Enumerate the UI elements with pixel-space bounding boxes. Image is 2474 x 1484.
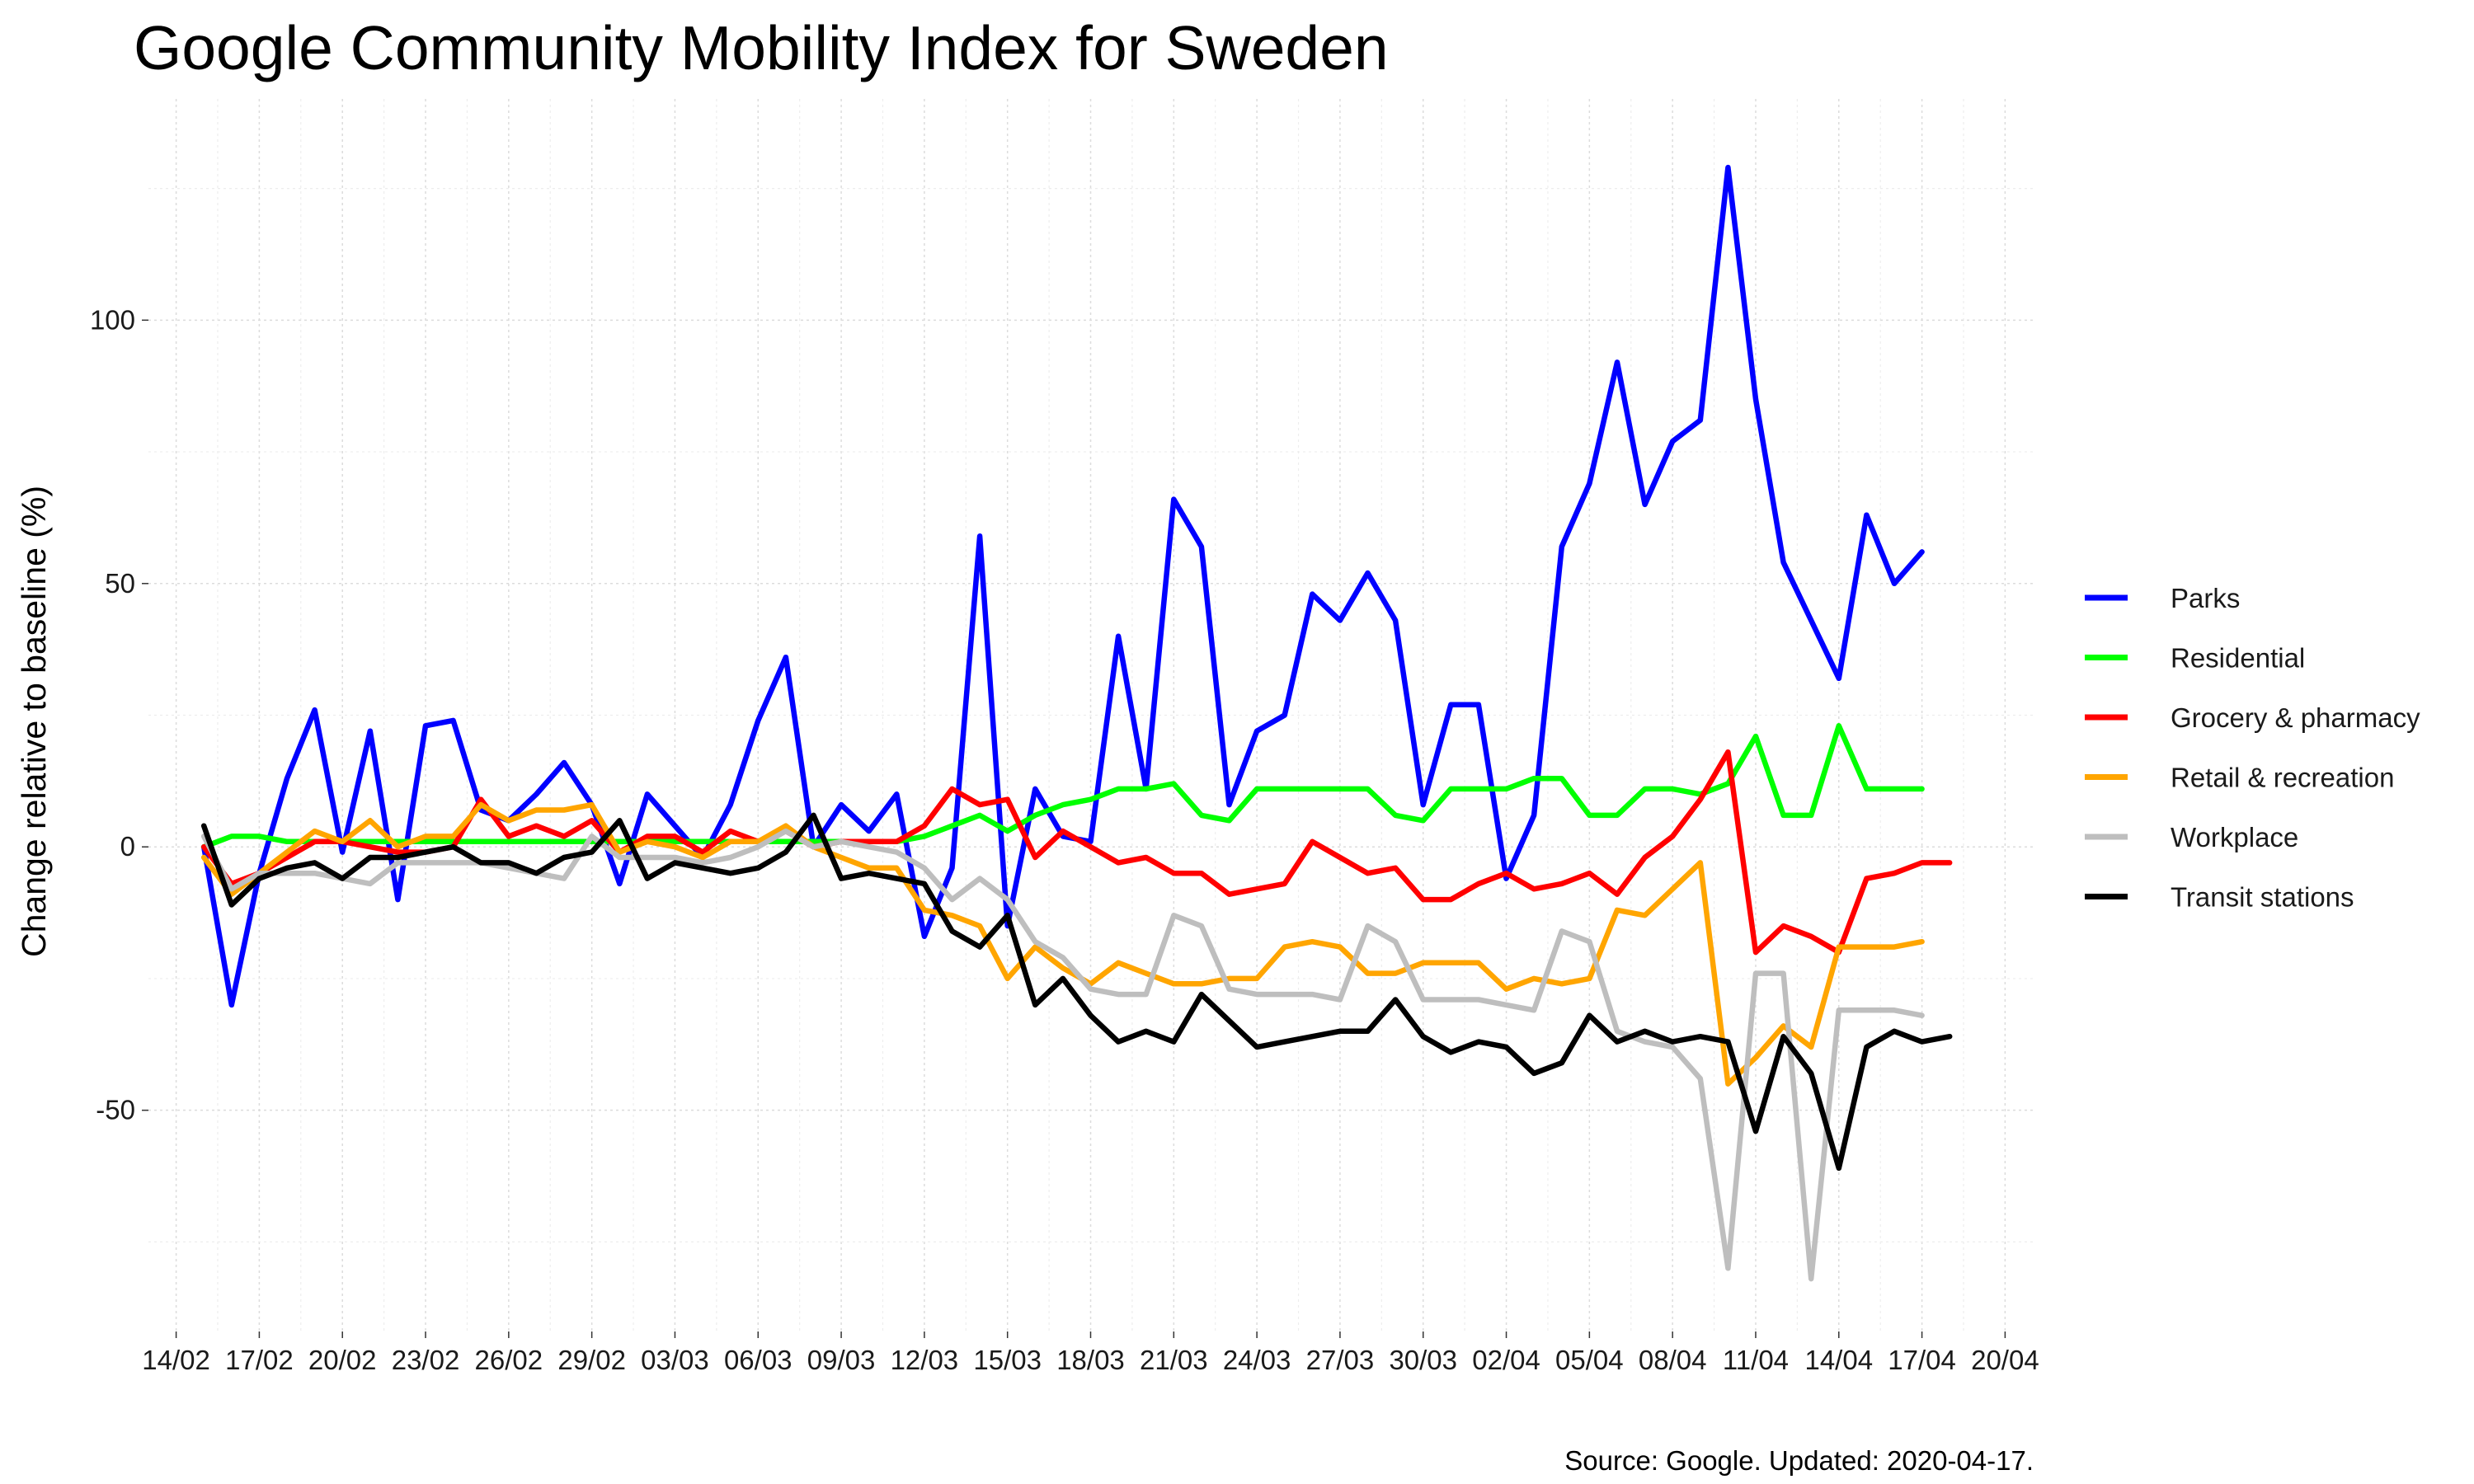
x-tick-label: 30/03 (1389, 1345, 1457, 1375)
x-tick-label: 27/03 (1306, 1345, 1375, 1375)
x-tick-label: 23/02 (392, 1345, 460, 1375)
x-tick-label: 15/03 (973, 1345, 1042, 1375)
series-line-transit-stations (200, 812, 1953, 1172)
legend-item: Transit stations (2085, 882, 2354, 913)
x-tick-label: 05/04 (1555, 1345, 1624, 1375)
legend-item: Residential (2085, 643, 2305, 674)
x-tick-label: 17/04 (1888, 1345, 1956, 1375)
legend-item: Retail & recreation (2085, 763, 2394, 793)
legend-label: Grocery & pharmacy (2171, 702, 2420, 733)
y-tick-label: 100 (90, 304, 135, 335)
legend: Parks Residential Grocery & pharmacy Retail… (2085, 583, 2420, 913)
x-tick-label: 21/03 (1140, 1345, 1208, 1375)
series-line-parks (200, 164, 1925, 1008)
axes: 100 50 0 -50 14/02 17/02 20/02 23/02 26/02 29/02 0… (90, 304, 2039, 1375)
x-tick-label: 09/03 (807, 1345, 876, 1375)
x-tick-label: 17/02 (225, 1345, 294, 1375)
legend-label: Transit stations (2171, 882, 2354, 913)
legend-label: Retail & recreation (2171, 763, 2394, 793)
chart-title: Google Community Mobility Index for Swed… (134, 13, 1389, 82)
x-tick-label: 06/03 (724, 1345, 793, 1375)
y-axis-title: Change relative to baseline (%) (15, 486, 53, 957)
series-lines (200, 164, 1953, 1282)
series-line-retail-recreation (200, 801, 1925, 1087)
x-tick-label: 12/03 (891, 1345, 959, 1375)
y-tick-label: 50 (105, 568, 135, 599)
y-tick-label: 0 (120, 831, 135, 862)
grid-lines (148, 99, 2033, 1331)
x-tick-label: 20/02 (308, 1345, 377, 1375)
series-line-residential (200, 723, 1925, 850)
x-tick-label: 14/04 (1804, 1345, 1873, 1375)
x-tick-label: 11/04 (1723, 1345, 1789, 1375)
source-caption: Source: Google. Updated: 2020-04-17. (1564, 1445, 2034, 1476)
x-tick-label: 03/03 (641, 1345, 709, 1375)
legend-item: Grocery & pharmacy (2085, 702, 2420, 733)
series-line-grocery-pharmacy (200, 749, 1953, 956)
x-tick-label: 14/02 (142, 1345, 210, 1375)
y-tick-label: -50 (96, 1095, 135, 1125)
legend-item: Workplace (2085, 822, 2298, 852)
x-tick-label: 18/03 (1056, 1345, 1125, 1375)
legend-label: Workplace (2171, 822, 2298, 852)
x-tick-label: 20/04 (1971, 1345, 2039, 1375)
x-tick-label: 26/02 (475, 1345, 543, 1375)
x-tick-label: 02/04 (1472, 1345, 1540, 1375)
legend-item: Parks (2085, 583, 2240, 613)
x-tick-label: 24/03 (1223, 1345, 1291, 1375)
x-tick-label: 08/04 (1639, 1345, 1707, 1375)
legend-label: Parks (2171, 583, 2240, 613)
legend-label: Residential (2171, 643, 2305, 674)
x-tick-label: 29/02 (557, 1345, 626, 1375)
